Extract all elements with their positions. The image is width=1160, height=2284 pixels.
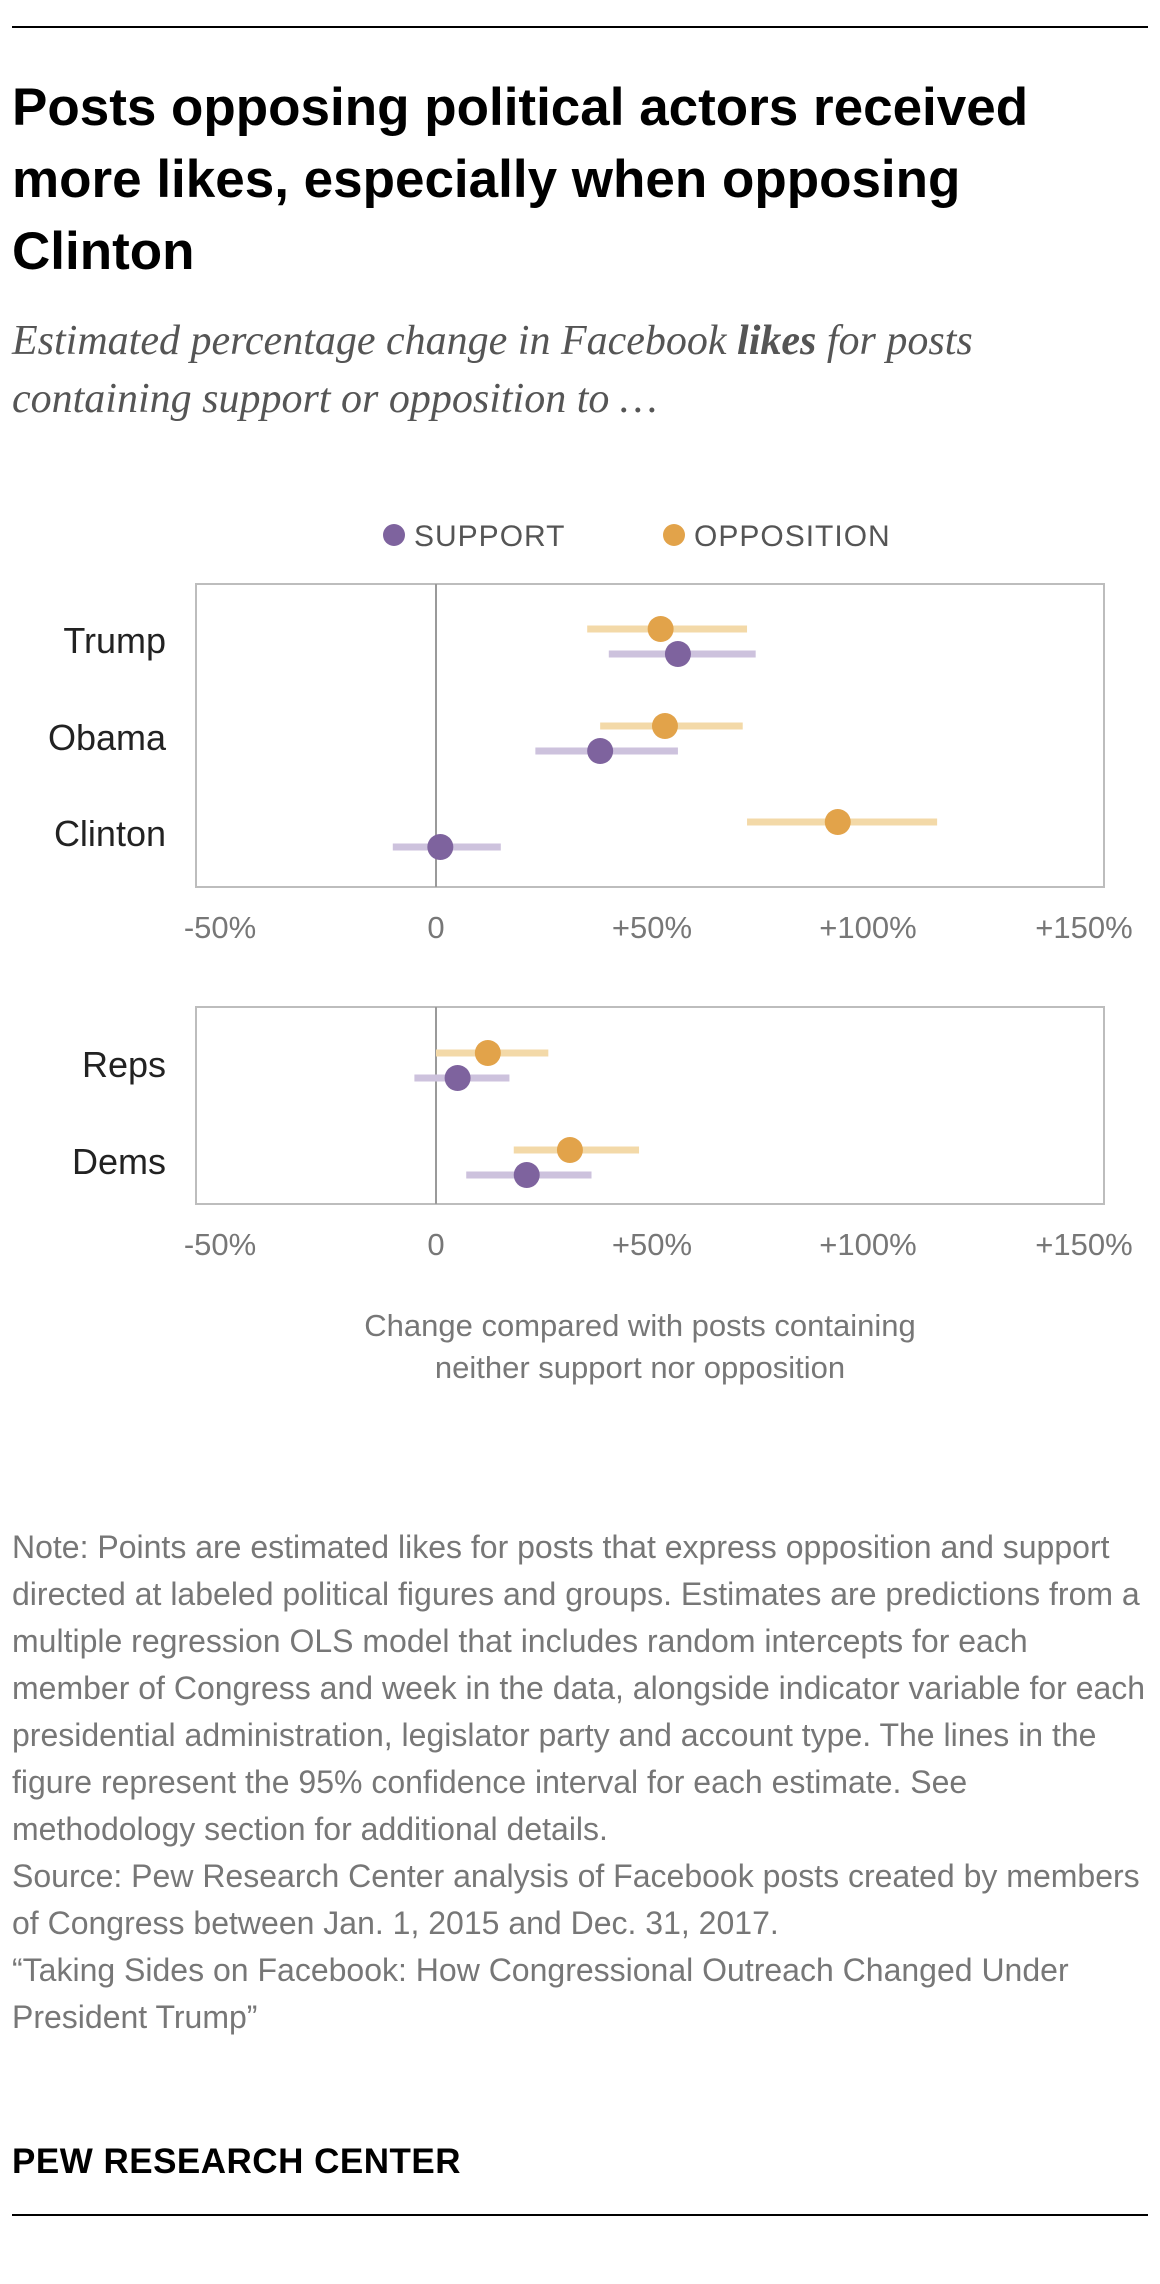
legend-support-label: SUPPORT (414, 520, 565, 553)
legend-opposition-label: OPPOSITION (694, 520, 891, 553)
legend: SUPPORT OPPOSITION (383, 520, 891, 553)
legend-support-swatch (383, 524, 405, 546)
subtitle-post: for posts containing support or oppositi… (12, 318, 973, 422)
tick-label: +150% (1035, 910, 1132, 945)
tick-label: +100% (819, 910, 916, 945)
row-label: Obama (48, 717, 167, 758)
brand-logo-text: PEW RESEARCH CENTER (12, 2142, 461, 2181)
note-text: Note: Points are estimated likes for pos… (12, 1529, 1146, 1847)
tick-label: -50% (184, 1227, 256, 1262)
x-axis-title-line: neither support nor opposition (435, 1350, 845, 1385)
opposition-point (824, 809, 851, 835)
tick-label: 0 (427, 1227, 444, 1262)
row-label: Dems (72, 1141, 166, 1182)
legend-opposition-swatch (663, 524, 685, 546)
opposition-point (651, 713, 678, 739)
panel-frame (195, 1006, 1105, 1205)
dot-range-chart: SUPPORT OPPOSITION Trump Obama Clinton -50% 0 +… (48, 520, 1133, 1385)
support-point (427, 834, 454, 860)
row-label: Clinton (54, 813, 166, 854)
notes-block: Note: Points are estimated likes for pos… (12, 1524, 1152, 2041)
row-reps: Reps (82, 1040, 549, 1091)
opposition-point (556, 1137, 583, 1163)
row-obama: Obama (48, 713, 743, 764)
chart-title: Posts opposing political actors received… (12, 78, 1029, 281)
row-dems: Dems (72, 1137, 640, 1188)
source-text: Source: Pew Research Center analysis of … (12, 1858, 1140, 1941)
tick-label: +50% (612, 910, 692, 945)
chart-subtitle: Estimated percentage change in Facebook … (12, 312, 1148, 428)
subtitle-pre: Estimated percentage change in Facebook (12, 318, 738, 364)
tick-label: +150% (1035, 1227, 1132, 1262)
tick-label: -50% (184, 910, 256, 945)
tick-label: 0 (427, 910, 444, 945)
support-point (513, 1162, 540, 1188)
opposition-point (474, 1040, 501, 1066)
top-rule (12, 26, 1148, 28)
row-label: Trump (63, 620, 166, 661)
panel-parties: Reps Dems -50% 0 +50% +100% +150% (72, 1006, 1133, 1262)
row-label: Reps (82, 1044, 166, 1085)
support-point (444, 1065, 471, 1091)
x-axis-title-line: Change compared with posts containing (364, 1308, 915, 1343)
tick-label: +50% (612, 1227, 692, 1262)
tick-label: +100% (819, 1227, 916, 1262)
panel-individuals: Trump Obama Clinton -50% 0 +50% +100% +150% (48, 583, 1133, 945)
row-trump: Trump (63, 616, 756, 667)
bottom-rule (12, 2214, 1148, 2216)
support-point (664, 641, 691, 667)
panel-frame (195, 583, 1105, 888)
support-point (587, 738, 614, 764)
row-clinton: Clinton (54, 809, 938, 860)
subtitle-emphasis: likes (737, 318, 817, 364)
opposition-point (647, 616, 674, 642)
report-title: “Taking Sides on Facebook: How Congressi… (12, 1952, 1069, 2035)
